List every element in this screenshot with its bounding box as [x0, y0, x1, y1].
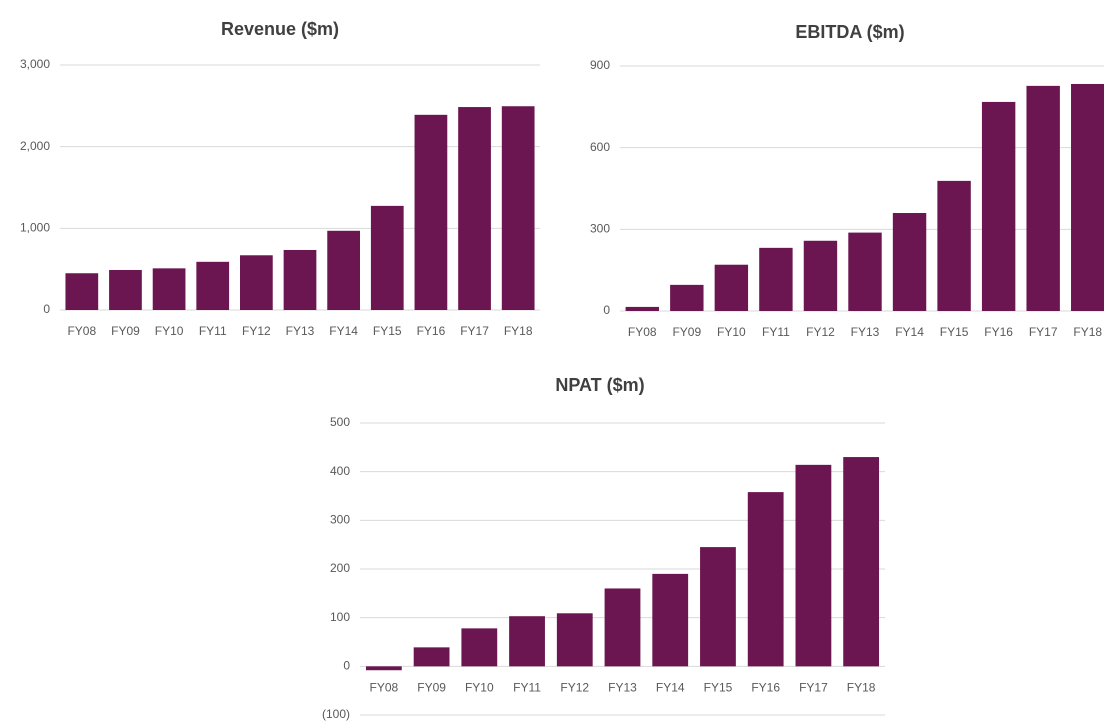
x-tick-label: FY09 [111, 324, 140, 338]
x-tick-label: FY12 [806, 325, 835, 339]
x-tick-label: FY09 [672, 325, 701, 339]
x-tick-label: FY13 [286, 324, 315, 338]
x-tick-label: FY17 [1029, 325, 1058, 339]
bar [892, 213, 927, 311]
bar [604, 588, 641, 667]
bar [370, 205, 404, 310]
y-tick-label: 3,000 [20, 57, 50, 71]
x-tick-label: FY14 [329, 324, 358, 338]
bar [670, 284, 704, 311]
bar [65, 273, 99, 310]
x-tick-label: FY13 [851, 325, 880, 339]
x-tick-label: FY10 [155, 324, 184, 338]
bar [747, 492, 784, 667]
y-tick-label: 2,000 [20, 139, 50, 153]
chart-title: EBITDA ($m) [795, 22, 904, 42]
x-tick-label: FY15 [704, 681, 733, 695]
y-tick-label: 900 [590, 58, 610, 72]
x-tick-label: FY17 [460, 324, 489, 338]
y-tick-label: 100 [330, 610, 350, 624]
x-tick-label: FY09 [417, 681, 446, 695]
bar [509, 616, 545, 667]
x-tick-label: FY17 [799, 681, 828, 695]
x-tick-label: FY16 [751, 681, 780, 695]
bar [461, 628, 498, 667]
x-tick-label: FY08 [67, 324, 96, 338]
x-tick-label: FY15 [373, 324, 402, 338]
bar [981, 101, 1016, 311]
bar [240, 255, 273, 310]
x-tick-label: FY08 [628, 325, 657, 339]
bar [501, 106, 535, 310]
x-tick-label: FY16 [984, 325, 1013, 339]
x-tick-label: FY10 [465, 681, 494, 695]
bar [413, 647, 450, 667]
x-tick-label: FY15 [940, 325, 969, 339]
x-tick-label: FY18 [1073, 325, 1102, 339]
y-tick-label: 600 [590, 140, 610, 154]
x-tick-label: FY12 [560, 681, 589, 695]
bar [1026, 85, 1060, 311]
bar [700, 547, 736, 667]
bar [652, 573, 689, 667]
y-tick-label: 300 [330, 513, 350, 527]
y-tick-label: 0 [603, 303, 610, 317]
bar [714, 264, 749, 311]
x-tick-label: FY11 [199, 324, 227, 338]
bar [848, 232, 882, 311]
y-tick-label: 200 [330, 561, 350, 575]
y-tick-label: 300 [590, 222, 610, 236]
bar [759, 247, 793, 311]
y-tick-label: 500 [330, 415, 350, 429]
y-tick-label: 0 [343, 659, 350, 673]
bar [625, 306, 659, 311]
y-tick-label: (100) [322, 707, 350, 721]
bar [803, 240, 838, 311]
bar [843, 457, 880, 667]
chart-title: NPAT ($m) [555, 375, 644, 395]
bar [365, 666, 402, 671]
x-tick-label: FY14 [656, 681, 685, 695]
x-tick-label: FY14 [895, 325, 924, 339]
x-tick-label: FY16 [417, 324, 446, 338]
bar [196, 261, 230, 310]
bar [109, 269, 142, 310]
bar [152, 268, 186, 310]
y-tick-label: 1,000 [20, 221, 50, 235]
y-tick-label: 400 [330, 464, 350, 478]
x-tick-label: FY11 [513, 681, 541, 695]
bar [937, 180, 971, 311]
bar [283, 249, 317, 310]
bar [556, 613, 593, 667]
bar [795, 464, 832, 667]
x-tick-label: FY08 [370, 681, 399, 695]
x-tick-label: FY11 [762, 325, 790, 339]
x-tick-label: FY13 [608, 681, 637, 695]
bar [458, 107, 491, 310]
chart-title: Revenue ($m) [221, 19, 339, 39]
x-tick-label: FY12 [242, 324, 271, 338]
y-tick-label: 0 [43, 302, 50, 316]
x-tick-label: FY18 [847, 681, 876, 695]
x-tick-label: FY18 [504, 324, 533, 338]
bar [414, 114, 448, 310]
x-tick-label: FY10 [717, 325, 746, 339]
bar [1071, 83, 1104, 311]
bar [327, 230, 360, 310]
